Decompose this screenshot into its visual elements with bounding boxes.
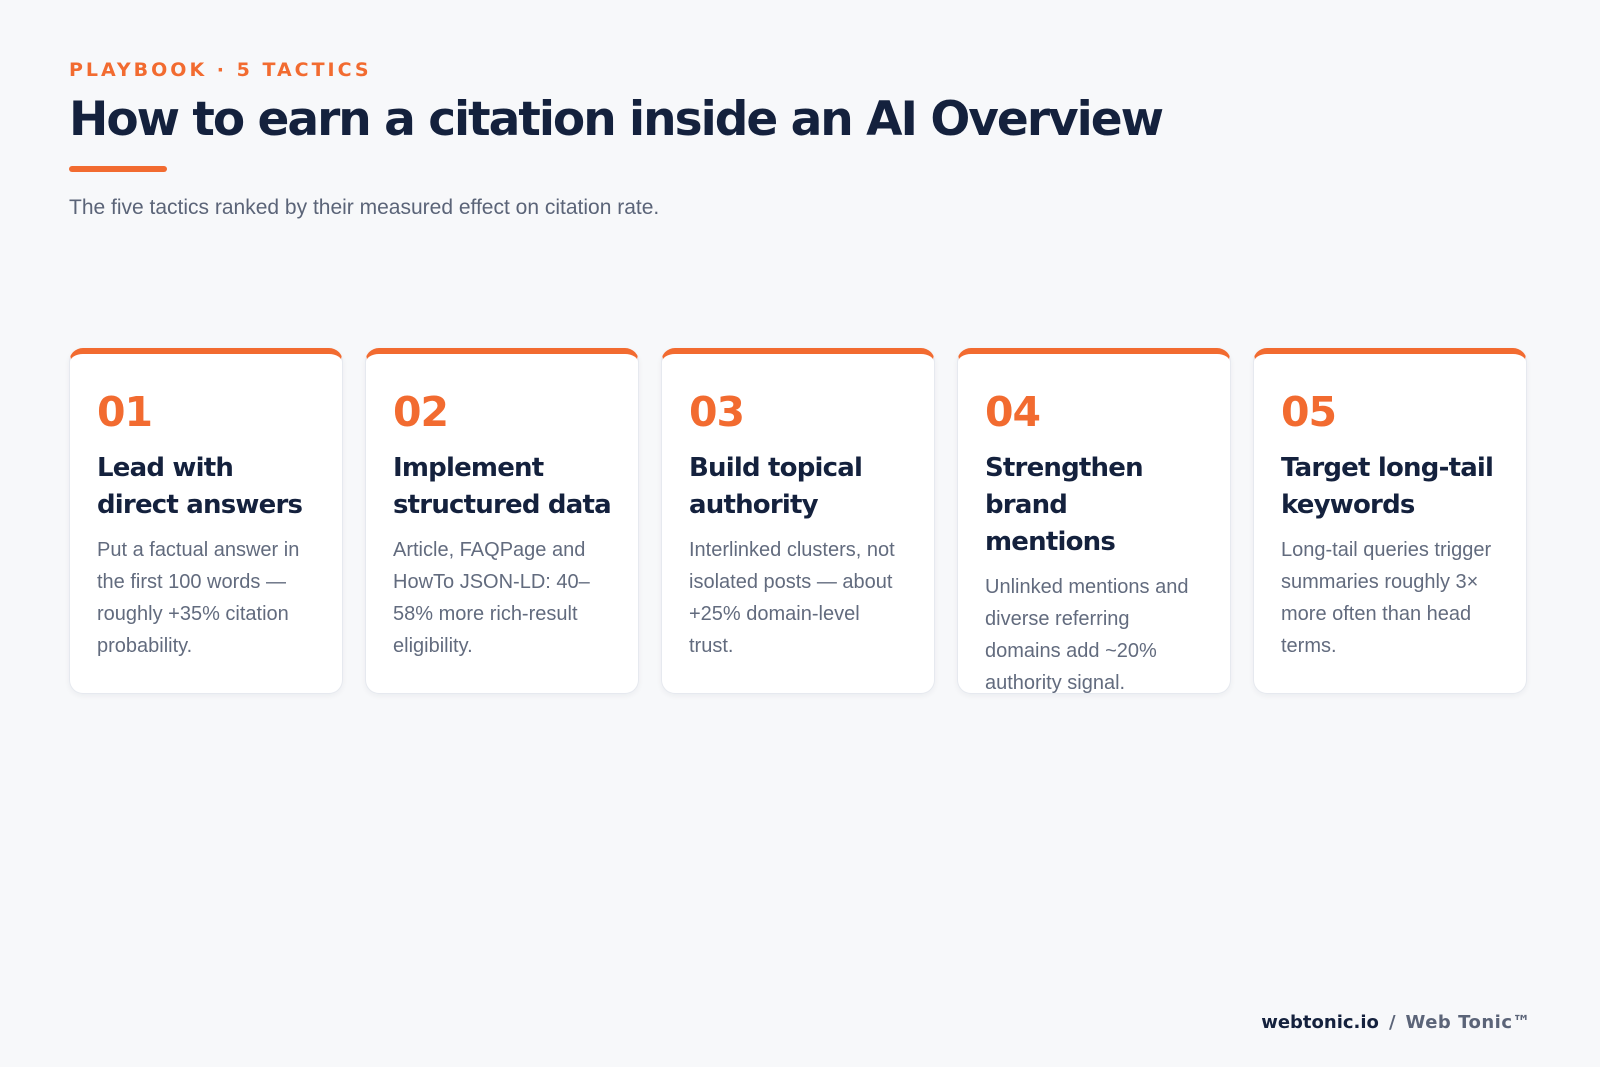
footer-credit: webtonic.io / Web Tonic™	[1261, 1012, 1531, 1033]
tactic-title: Strengthen brand mentions	[985, 453, 1144, 557]
title-accent-rule	[69, 166, 167, 172]
tactic-number: 04	[985, 388, 1041, 436]
tactic-description: Unlinked mentions and diverse referring …	[985, 576, 1189, 694]
tactic-description: Article, FAQPage and HowTo JSON-LD: 40–5…	[393, 539, 590, 657]
tactic-description: Interlinked clusters, not isolated posts…	[689, 539, 895, 657]
tactic-card-1: 01 Lead with direct answers Put a factua…	[69, 348, 343, 694]
page-title: How to earn a citation inside an AI Over…	[69, 92, 1164, 147]
tactic-number: 02	[393, 388, 449, 436]
tactic-title: Target long-tail keywords	[1281, 453, 1494, 520]
tactic-number: 05	[1281, 388, 1337, 436]
tactic-title: Implement structured data	[393, 453, 612, 520]
tactic-cards: 01 Lead with direct answers Put a factua…	[69, 348, 1531, 694]
playbook-page: PLAYBOOK · 5 TACTICS How to earn a citat…	[69, 0, 1531, 1067]
tactic-title: Lead with direct answers	[97, 453, 303, 520]
footer-separator: /	[1388, 1012, 1396, 1033]
tactic-card-3: 03 Build topical authority Interlinked c…	[661, 348, 935, 694]
tactic-description: Long-tail queries trigger summaries roug…	[1281, 539, 1492, 657]
tactic-card-2: 02 Implement structured data Article, FA…	[365, 348, 639, 694]
tactic-number: 03	[689, 388, 745, 436]
tactic-title: Build topical authority	[689, 453, 863, 520]
tactic-card-4: 04 Strengthen brand mentions Unlinked me…	[957, 348, 1231, 694]
tactic-card-5: 05 Target long-tail keywords Long-tail q…	[1253, 348, 1527, 694]
page-subtitle: The five tactics ranked by their measure…	[69, 196, 660, 219]
footer-brand: Web Tonic™	[1405, 1012, 1531, 1033]
eyebrow-label: PLAYBOOK · 5 TACTICS	[69, 59, 372, 81]
footer-site-link[interactable]: webtonic.io	[1261, 1012, 1379, 1033]
tactic-description: Put a factual answer in the first 100 wo…	[97, 539, 300, 657]
tactic-number: 01	[97, 388, 153, 436]
